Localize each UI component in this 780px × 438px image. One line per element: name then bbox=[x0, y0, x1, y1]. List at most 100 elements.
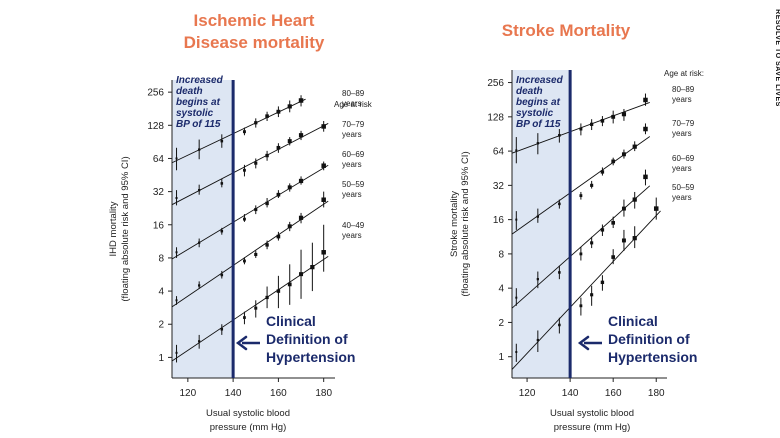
age-label: 80–89 bbox=[342, 89, 365, 98]
x-axis-label: Usual systolic blood bbox=[206, 408, 290, 419]
x-axis-label: Usual systolic blood bbox=[550, 408, 634, 419]
data-point bbox=[265, 114, 269, 118]
data-point bbox=[243, 168, 246, 172]
data-point bbox=[515, 218, 518, 221]
age-label: 70–79 bbox=[342, 120, 365, 129]
data-point bbox=[276, 289, 281, 293]
data-point bbox=[579, 252, 583, 256]
x-tick-label: 160 bbox=[605, 388, 622, 399]
data-point bbox=[254, 306, 258, 310]
data-point bbox=[243, 259, 246, 263]
age-label: 50–59 bbox=[342, 180, 365, 189]
y-tick-label: 256 bbox=[487, 78, 504, 89]
data-point bbox=[243, 217, 246, 221]
data-point bbox=[310, 265, 315, 270]
data-point bbox=[298, 215, 304, 220]
age-label: years bbox=[342, 99, 362, 108]
data-point bbox=[621, 112, 627, 117]
arrow-head bbox=[235, 335, 248, 351]
data-point bbox=[536, 278, 539, 281]
data-point bbox=[321, 124, 326, 129]
clinical-annotation: Hypertension bbox=[266, 349, 355, 365]
data-point bbox=[287, 104, 292, 109]
age-label: 50–59 bbox=[672, 183, 695, 192]
chart-panel-2: Stroke Mortality 1 2 4 8 16 32 64 128 256 120 140 16… bbox=[449, 21, 704, 433]
data-point bbox=[220, 139, 224, 143]
x-tick-label: 120 bbox=[180, 388, 197, 399]
x-tick-label: 140 bbox=[562, 388, 579, 399]
data-point bbox=[590, 293, 594, 297]
data-point bbox=[653, 206, 659, 211]
data-point bbox=[558, 271, 561, 274]
data-point bbox=[515, 149, 518, 152]
data-point bbox=[643, 174, 648, 180]
data-point bbox=[287, 282, 292, 287]
data-point bbox=[590, 122, 594, 126]
data-point bbox=[198, 148, 201, 151]
data-point bbox=[298, 133, 304, 138]
threshold-note: systolic bbox=[176, 108, 214, 119]
data-point bbox=[298, 98, 304, 103]
data-point bbox=[265, 295, 269, 300]
legend-title: Age at risk bbox=[334, 100, 373, 109]
x-tick-label: 180 bbox=[648, 388, 665, 399]
data-point bbox=[254, 121, 258, 125]
data-point bbox=[621, 238, 626, 243]
y-tick-label: 8 bbox=[158, 253, 164, 264]
y-axis-label: (floating absolute risk and 95% CI) bbox=[460, 151, 471, 296]
age-label: years bbox=[672, 193, 692, 202]
side-label: RESOLVE TO SAVE LIVES bbox=[774, 9, 780, 107]
data-point bbox=[220, 328, 224, 331]
shaded-region bbox=[512, 70, 571, 378]
data-point bbox=[611, 255, 616, 259]
data-point bbox=[298, 178, 304, 184]
y-tick-label: 2 bbox=[158, 320, 164, 331]
data-point bbox=[321, 163, 326, 168]
y-tick-label: 2 bbox=[498, 318, 504, 329]
data-point bbox=[632, 197, 637, 202]
data-point bbox=[276, 234, 281, 239]
data-point bbox=[265, 153, 269, 158]
regression-line bbox=[511, 136, 651, 235]
chart-title-line: Stroke Mortality bbox=[502, 21, 631, 40]
arrow-head bbox=[577, 335, 590, 351]
threshold-note: death bbox=[516, 86, 543, 97]
data-point bbox=[558, 202, 561, 206]
data-point bbox=[611, 114, 616, 119]
y-tick-label: 4 bbox=[158, 287, 164, 298]
age-label: 40–49 bbox=[342, 221, 365, 230]
data-point bbox=[590, 183, 594, 187]
data-point bbox=[254, 161, 258, 165]
age-label: years bbox=[342, 130, 362, 139]
y-tick-label: 16 bbox=[153, 220, 165, 231]
legend-title: Age at risk: bbox=[664, 69, 704, 78]
age-label: years bbox=[342, 160, 362, 169]
data-point bbox=[287, 224, 292, 229]
threshold-note: Increased bbox=[176, 75, 224, 86]
data-point bbox=[632, 236, 637, 241]
threshold-note: Increased bbox=[516, 75, 564, 86]
y-tick-label: 1 bbox=[498, 352, 504, 363]
threshold-note: begins at bbox=[516, 97, 561, 108]
x-tick-label: 180 bbox=[315, 388, 332, 399]
y-tick-label: 128 bbox=[487, 112, 504, 123]
threshold-note: systolic bbox=[516, 108, 554, 119]
y-tick-label: 64 bbox=[493, 147, 505, 158]
data-point bbox=[621, 206, 626, 211]
chart-title-line: Disease mortality bbox=[184, 33, 325, 52]
data-point bbox=[265, 201, 269, 206]
chart-panel-1: Ischemic Heart Disease mortality 1 2 4 8 16 32 6… bbox=[108, 11, 373, 433]
data-point bbox=[590, 241, 594, 245]
chart-title-line: Ischemic Heart bbox=[194, 11, 315, 30]
data-point bbox=[276, 145, 281, 150]
data-point bbox=[220, 229, 224, 233]
y-tick-label: 32 bbox=[153, 187, 165, 198]
age-label: years bbox=[342, 231, 362, 240]
y-tick-label: 1 bbox=[158, 353, 164, 364]
